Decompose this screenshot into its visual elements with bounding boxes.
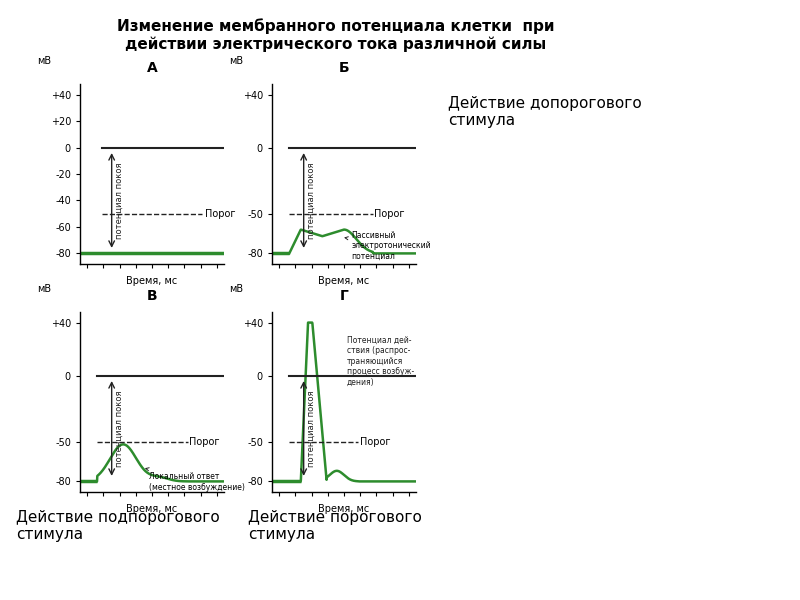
Text: Время, мс: Время, мс (126, 276, 178, 286)
Text: мВ: мВ (37, 56, 51, 66)
Text: потенциал покоя: потенциал покоя (114, 162, 123, 239)
Text: Время, мс: Время, мс (318, 276, 370, 286)
Text: мВ: мВ (229, 56, 243, 66)
Text: Изменение мембранного потенциала клетки  при
действии электрического тока различ: Изменение мембранного потенциала клетки … (118, 18, 554, 52)
Text: потенциал покоя: потенциал покоя (306, 390, 315, 467)
Text: потенциал покоя: потенциал покоя (306, 162, 315, 239)
Text: Порог: Порог (360, 437, 390, 447)
Text: мВ: мВ (229, 284, 243, 294)
Text: потенциал покоя: потенциал покоя (114, 390, 123, 467)
Text: Потенциал дей-
ствия (распрос-
траняющийся
процесс возбуж-
дения): Потенциал дей- ствия (распрос- траняющий… (347, 336, 414, 386)
Text: Б: Б (338, 61, 350, 75)
Text: Действие подпорогового
стимула: Действие подпорогового стимула (16, 510, 220, 542)
Text: А: А (146, 61, 158, 75)
Text: Действие порогового
стимула: Действие порогового стимула (248, 510, 422, 542)
Text: В: В (146, 289, 158, 303)
Text: Порог: Порог (190, 437, 220, 447)
Text: Время, мс: Время, мс (318, 504, 370, 514)
Text: Действие допорогового
стимула: Действие допорогового стимула (448, 96, 642, 128)
Text: Порог: Порог (206, 209, 236, 219)
Text: Время, мс: Время, мс (126, 504, 178, 514)
Text: Пассивный
электротонический
потенциал: Пассивный электротонический потенциал (345, 231, 431, 261)
Text: мВ: мВ (37, 284, 51, 294)
Text: Локальный ответ
(местное возбуждение): Локальный ответ (местное возбуждение) (146, 468, 245, 491)
Text: Г: Г (339, 289, 349, 303)
Text: Порог: Порог (374, 209, 405, 219)
